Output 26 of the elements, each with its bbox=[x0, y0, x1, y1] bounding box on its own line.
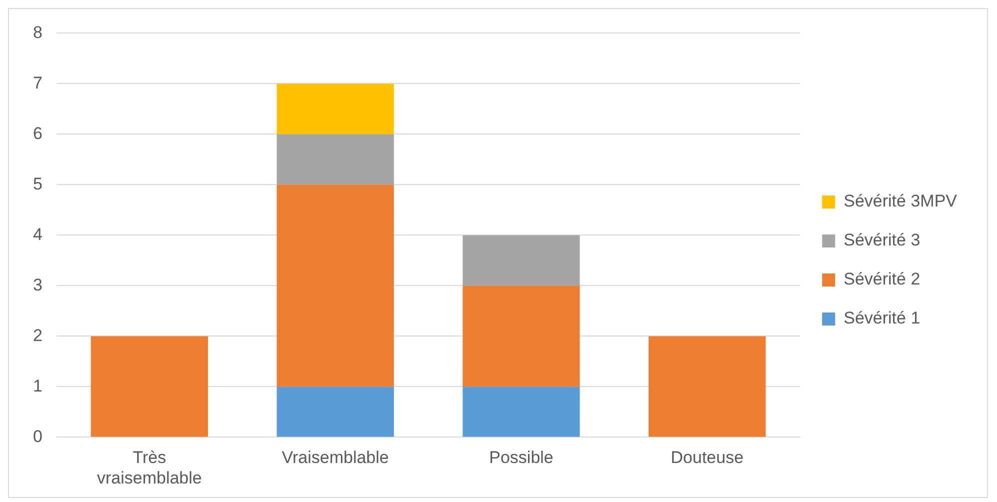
y-tick-label: 1 bbox=[32, 376, 42, 396]
legend-label: Sévérité 3MPV bbox=[844, 192, 958, 211]
bar bbox=[462, 235, 580, 286]
y-tick-label: 4 bbox=[32, 224, 42, 244]
y-tick-label: 3 bbox=[32, 275, 42, 294]
bar bbox=[462, 386, 580, 437]
bar bbox=[276, 134, 394, 185]
y-tick-label: 8 bbox=[32, 22, 42, 42]
y-tick-label: 7 bbox=[32, 73, 42, 92]
bar bbox=[462, 286, 580, 387]
x-tick-label: Vraisemblable bbox=[282, 448, 389, 468]
y-tick-label: 6 bbox=[32, 124, 42, 143]
x-tick-label: Douteuse bbox=[670, 448, 744, 468]
y-tick-label: 5 bbox=[32, 174, 42, 194]
bar bbox=[276, 184, 394, 387]
y-tick-label: 2 bbox=[32, 326, 42, 345]
legend-label: Sévérité 3 bbox=[844, 230, 920, 250]
x-tick-label: Possible bbox=[489, 448, 554, 468]
y-tick-label: 0 bbox=[32, 426, 42, 446]
bar bbox=[648, 336, 766, 437]
legend-label: Sévérité 2 bbox=[844, 270, 920, 289]
x-tick-label: Très vraisemblable bbox=[96, 448, 202, 488]
legend-label: Sévérité 1 bbox=[844, 308, 920, 328]
bar bbox=[90, 336, 208, 437]
bar bbox=[276, 386, 394, 437]
bar bbox=[276, 84, 394, 134]
